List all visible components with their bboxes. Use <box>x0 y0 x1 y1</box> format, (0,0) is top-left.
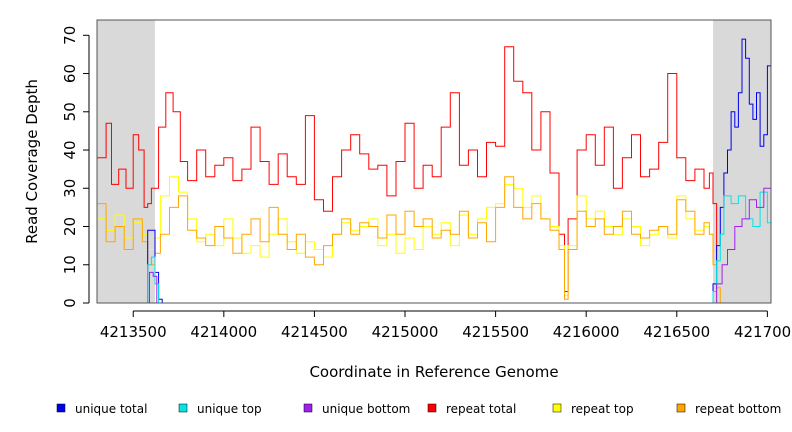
legend-swatch <box>303 403 313 413</box>
x-tick-label: 4215500 <box>462 323 529 341</box>
x-tick-label: 4215000 <box>372 323 439 341</box>
x-tick-label: 4216500 <box>643 323 710 341</box>
x-axis: 4213500 4214000 4214500 4215000 4215500 42160… <box>100 310 792 341</box>
y-axis-title: Read Coverage Depth <box>23 79 41 244</box>
series-line-repeat-total <box>97 46 771 304</box>
legend-item-unique-total: unique total <box>56 402 147 416</box>
series-line-unique-top <box>97 191 772 304</box>
legend-label: repeat bottom <box>695 402 781 416</box>
x-tick-label: 4216000 <box>553 323 620 341</box>
x-tick-label: 4214500 <box>281 323 348 341</box>
series-line-repeat-top <box>97 176 771 304</box>
y-axis: 0 10 20 30 40 50 60 70 <box>61 26 90 308</box>
y-tick-label: 70 <box>61 26 79 45</box>
legend-item-repeat-top: repeat top <box>552 402 634 416</box>
plot-background <box>97 20 771 303</box>
legend-item-repeat-bottom: repeat bottom <box>676 402 781 416</box>
shaded-region-1 <box>97 20 155 303</box>
legend-swatch <box>676 403 686 413</box>
legend-label: unique top <box>197 402 262 416</box>
plot-frame <box>96 19 772 304</box>
legend-label: repeat total <box>446 402 516 416</box>
legend-swatch <box>178 403 188 413</box>
series-line-repeat-bottom <box>97 176 771 304</box>
y-tick-label: 0 <box>61 298 79 308</box>
legend-swatch <box>427 403 437 413</box>
legend-swatch <box>552 403 562 413</box>
x-tick-label: 4217000 <box>734 323 792 341</box>
legend-item-unique-top: unique top <box>178 402 262 416</box>
legend-swatch <box>56 403 66 413</box>
plot-area <box>97 20 771 303</box>
y-tick-label: 50 <box>61 102 79 121</box>
y-tick-label: 40 <box>61 140 79 159</box>
y-tick-label: 20 <box>61 217 79 236</box>
legend-label: unique bottom <box>322 402 410 416</box>
legend-item-unique-bottom: unique bottom <box>303 402 410 416</box>
legend-label: repeat top <box>571 402 634 416</box>
series-layer <box>97 38 772 304</box>
series-line-unique-bottom <box>97 165 772 304</box>
x-tick-label: 4213500 <box>100 323 167 341</box>
x-tick-label: 4214000 <box>190 323 257 341</box>
y-tick-label: 10 <box>61 255 79 274</box>
x-axis-title: Coordinate in Reference Genome <box>309 363 558 381</box>
legend-item-repeat-total: repeat total <box>427 402 516 416</box>
y-tick-label: 60 <box>61 64 79 83</box>
legend: unique total unique top unique bottom repea… <box>56 402 781 416</box>
legend-label: unique total <box>75 402 147 416</box>
y-tick-label: 30 <box>61 179 79 198</box>
